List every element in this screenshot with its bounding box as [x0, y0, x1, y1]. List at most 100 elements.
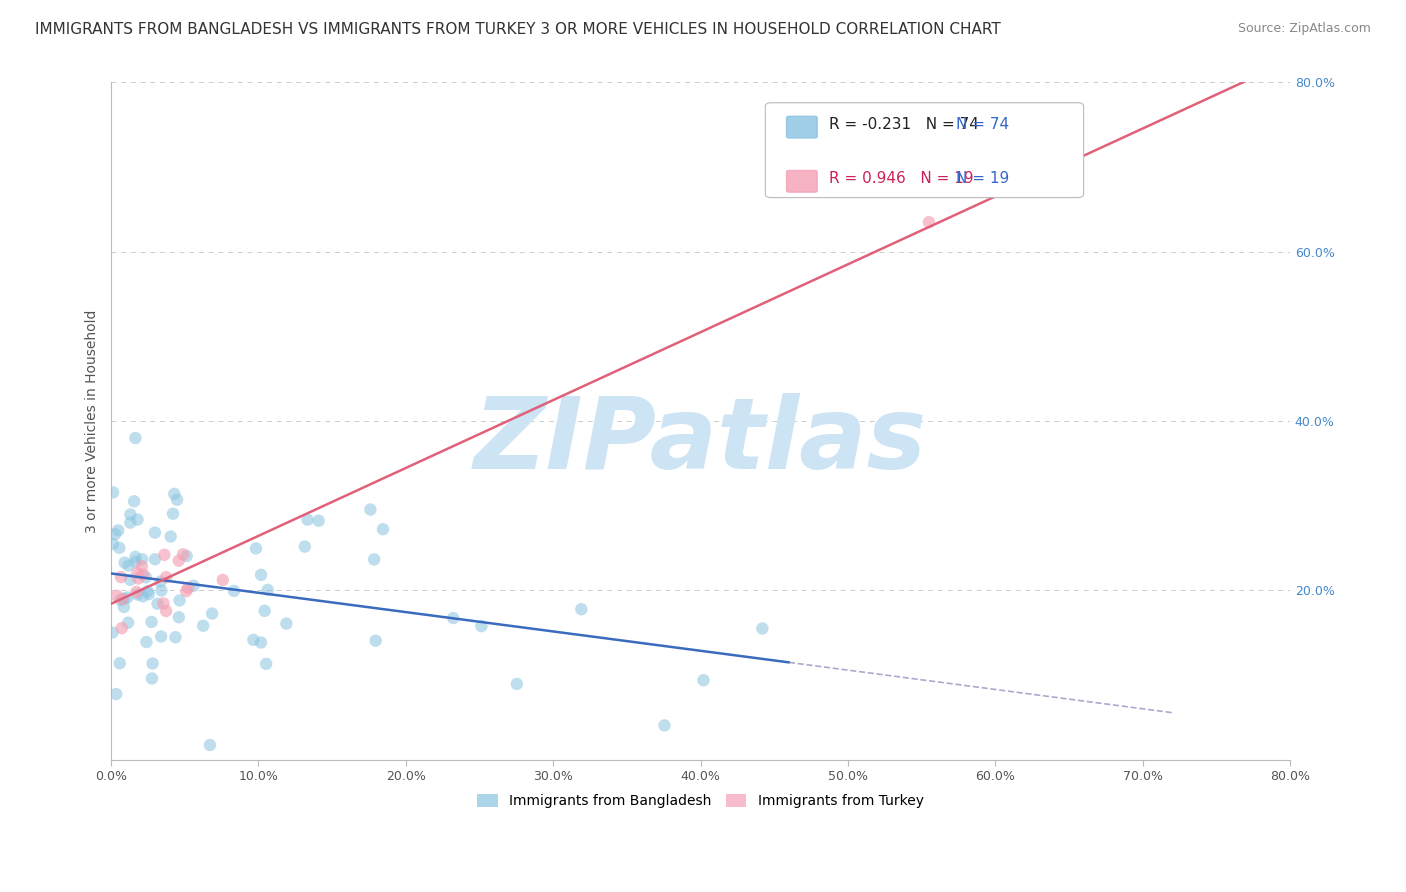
Point [176, 549, 198, 563]
Point [162, 507, 184, 521]
Point [120, 508, 142, 522]
Point [117, 591, 139, 605]
Point [297, 513, 319, 527]
Point [242, 632, 264, 647]
Point [222, 583, 245, 598]
Point [122, 494, 145, 508]
Point [254, 657, 277, 671]
Point [120, 516, 142, 530]
Text: IMMIGRANTS FROM BANGLADESH VS IMMIGRANTS FROM TURKEY 3 OR MORE VEHICLES IN HOUSE: IMMIGRANTS FROM BANGLADESH VS IMMIGRANTS… [35, 22, 1001, 37]
Point [177, 581, 200, 595]
Point [124, 555, 146, 569]
Point [191, 618, 214, 632]
Point [167, 610, 190, 624]
Point [101, 625, 124, 640]
Point [165, 630, 187, 644]
Point [371, 522, 394, 536]
Point [211, 573, 233, 587]
Point [124, 431, 146, 445]
Text: N = 19: N = 19 [956, 171, 1010, 186]
Point [131, 559, 153, 574]
Point [250, 567, 273, 582]
Point [198, 738, 221, 752]
Point [111, 621, 134, 635]
Text: N = 74: N = 74 [956, 117, 1010, 132]
Point [101, 537, 124, 551]
Point [256, 582, 278, 597]
Point [183, 579, 205, 593]
Point [201, 607, 224, 621]
Point [143, 552, 166, 566]
Text: R = -0.231   N = 74: R = -0.231 N = 74 [830, 117, 979, 132]
Point [569, 602, 592, 616]
Point [131, 552, 153, 566]
Point [294, 540, 316, 554]
Point [506, 677, 529, 691]
Point [107, 524, 129, 538]
Point [117, 615, 139, 630]
Point [136, 584, 159, 599]
Point [101, 485, 124, 500]
Point [308, 514, 330, 528]
Point [253, 604, 276, 618]
Point [135, 570, 157, 584]
Point [363, 552, 385, 566]
Point [250, 635, 273, 649]
Point [141, 615, 163, 629]
Point [110, 593, 132, 607]
Point [117, 558, 139, 573]
Point [127, 512, 149, 526]
Point [105, 687, 128, 701]
Point [751, 622, 773, 636]
Point [654, 718, 676, 732]
Point [163, 487, 186, 501]
Point [146, 597, 169, 611]
Point [112, 599, 135, 614]
Point [132, 567, 155, 582]
Point [127, 572, 149, 586]
Point [174, 584, 197, 599]
Point [104, 527, 127, 541]
Point [441, 611, 464, 625]
Point [114, 556, 136, 570]
Point [692, 673, 714, 688]
Point [120, 573, 142, 587]
FancyBboxPatch shape [786, 170, 817, 192]
Point [149, 574, 172, 589]
Point [108, 657, 131, 671]
Point [169, 593, 191, 607]
Point [112, 591, 135, 606]
Point [125, 585, 148, 599]
Point [135, 635, 157, 649]
Point [110, 570, 132, 584]
Point [152, 597, 174, 611]
Point [150, 630, 173, 644]
Point [127, 566, 149, 580]
Point [166, 492, 188, 507]
Text: Source: ZipAtlas.com: Source: ZipAtlas.com [1237, 22, 1371, 36]
Legend: Immigrants from Bangladesh, Immigrants from Turkey: Immigrants from Bangladesh, Immigrants f… [472, 789, 929, 814]
Point [124, 549, 146, 564]
Text: ZIPatlas: ZIPatlas [474, 392, 927, 490]
Point [150, 583, 173, 598]
Point [155, 570, 177, 584]
Point [167, 554, 190, 568]
Point [918, 215, 941, 229]
Point [155, 604, 177, 618]
Point [276, 616, 298, 631]
Point [108, 541, 131, 555]
Point [364, 633, 387, 648]
Point [105, 589, 128, 603]
Point [132, 590, 155, 604]
Point [111, 592, 134, 607]
Point [159, 529, 181, 543]
Point [153, 548, 176, 562]
FancyBboxPatch shape [786, 116, 817, 138]
Point [127, 588, 149, 602]
Point [141, 672, 163, 686]
FancyBboxPatch shape [765, 103, 1084, 197]
Point [470, 619, 492, 633]
Point [143, 525, 166, 540]
Point [138, 587, 160, 601]
Text: R = 0.946   N = 19: R = 0.946 N = 19 [830, 171, 973, 186]
